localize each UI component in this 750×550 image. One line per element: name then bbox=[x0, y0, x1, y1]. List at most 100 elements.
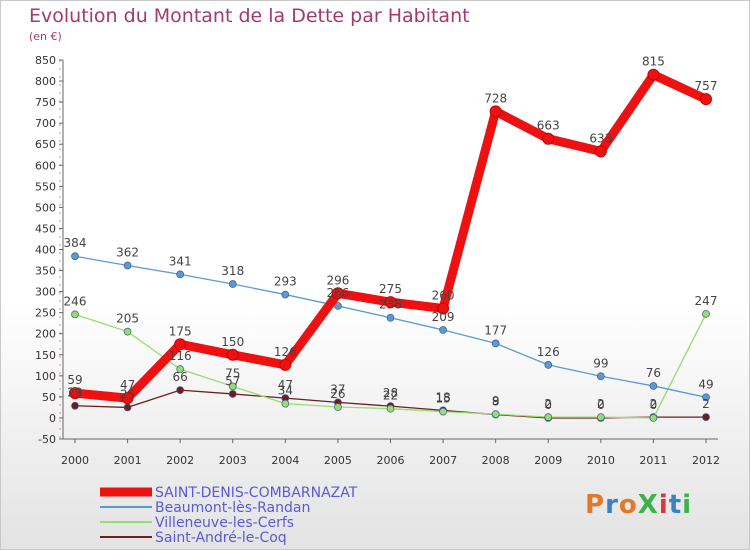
x-tick-label: 2009 bbox=[534, 454, 562, 467]
data-label-0: 296 bbox=[326, 273, 349, 287]
data-label-2: 15 bbox=[435, 392, 450, 406]
series-point-2 bbox=[123, 327, 132, 336]
series-point-0 bbox=[121, 392, 134, 405]
series-point-3 bbox=[123, 403, 132, 412]
data-label-2: 246 bbox=[64, 294, 87, 308]
chart-title: Evolution du Montant de la Dette par Hab… bbox=[29, 5, 470, 27]
series-point-3 bbox=[71, 401, 79, 410]
data-label-2: 205 bbox=[116, 312, 139, 326]
y-tick-label: 0 bbox=[49, 412, 56, 425]
data-label-1: 238 bbox=[379, 298, 402, 312]
logo-letter: X bbox=[637, 490, 659, 520]
series-point-3 bbox=[228, 390, 237, 398]
series-point-1 bbox=[544, 361, 553, 369]
series-point-0 bbox=[437, 302, 450, 315]
y-tick-label: 50 bbox=[42, 391, 56, 404]
y-tick-label: 150 bbox=[35, 349, 56, 362]
logo-letter: o bbox=[618, 490, 638, 520]
legend-label-0: SAINT-DENIS-COMBARNAZAT bbox=[155, 485, 358, 501]
x-tick-label: 2001 bbox=[114, 454, 142, 467]
data-label-3: 57 bbox=[225, 374, 240, 388]
series-point-2 bbox=[544, 413, 553, 421]
series-point-3 bbox=[702, 413, 710, 421]
data-label-2: 2 bbox=[597, 397, 605, 411]
data-label-0: 633 bbox=[589, 131, 612, 145]
logo-letter: i bbox=[682, 490, 693, 520]
x-tick-label: 2010 bbox=[587, 454, 615, 467]
series-point-2 bbox=[649, 414, 658, 422]
x-tick-label: 2011 bbox=[639, 454, 667, 467]
series-point-0 bbox=[700, 93, 712, 106]
series-point-2 bbox=[71, 310, 79, 319]
series-point-1 bbox=[386, 313, 395, 322]
data-label-1: 177 bbox=[484, 323, 507, 337]
data-label-0: 757 bbox=[695, 79, 718, 93]
y-tick-label: 100 bbox=[35, 370, 56, 383]
data-label-3: 2 bbox=[702, 397, 710, 411]
legend-label-1: Beaumont-lès-Randan bbox=[155, 500, 310, 516]
x-tick-label: 2012 bbox=[692, 454, 720, 467]
data-label-3: 2 bbox=[650, 397, 658, 411]
series-point-1 bbox=[123, 261, 132, 270]
data-label-0: 728 bbox=[484, 91, 507, 105]
series-point-0 bbox=[542, 132, 555, 145]
data-label-3: 0 bbox=[544, 398, 552, 412]
data-label-0: 663 bbox=[537, 119, 560, 133]
y-tick-label: 750 bbox=[35, 96, 56, 109]
x-tick-label: 2007 bbox=[429, 454, 457, 467]
y-tick-label: 500 bbox=[35, 201, 56, 214]
series-point-0 bbox=[226, 348, 239, 361]
x-tick-label: 2005 bbox=[324, 454, 352, 467]
series-point-0 bbox=[489, 105, 502, 118]
y-tick-label: 250 bbox=[35, 307, 56, 320]
logo-letter: t bbox=[668, 490, 683, 520]
series-point-1 bbox=[702, 393, 710, 402]
data-label-2: 34 bbox=[278, 384, 293, 398]
proxiti-logo: ProXiti bbox=[585, 490, 692, 520]
series-point-0 bbox=[384, 296, 397, 309]
data-label-3: 47 bbox=[278, 378, 293, 392]
data-label-3: 25 bbox=[120, 387, 135, 401]
data-label-1: 99 bbox=[593, 356, 608, 370]
data-label-2: 116 bbox=[169, 349, 192, 363]
y-tick-label: 300 bbox=[35, 286, 56, 299]
series-point-2 bbox=[491, 410, 500, 419]
series-point-2 bbox=[439, 407, 447, 416]
data-label-1: 266 bbox=[326, 286, 349, 300]
data-label-3: 28 bbox=[383, 386, 398, 400]
data-label-3: 66 bbox=[173, 370, 188, 384]
series-point-3 bbox=[176, 386, 185, 395]
data-label-2: 247 bbox=[695, 294, 718, 308]
data-label-0: 815 bbox=[642, 55, 665, 69]
data-label-1: 341 bbox=[169, 254, 192, 268]
data-label-0: 175 bbox=[169, 324, 192, 338]
x-tick-label: 2003 bbox=[219, 454, 247, 467]
data-label-0: 59 bbox=[67, 373, 82, 387]
logo-letter: r bbox=[605, 490, 619, 520]
x-tick-label: 2004 bbox=[271, 454, 299, 467]
y-tick-label: 850 bbox=[35, 54, 56, 67]
chart-unit: (en €) bbox=[29, 30, 62, 43]
legend-label-2: Villeneuve-les-Cerfs bbox=[155, 515, 294, 531]
series-point-2 bbox=[176, 365, 185, 373]
y-tick-label: 200 bbox=[35, 328, 56, 341]
series-point-1 bbox=[596, 372, 605, 381]
data-label-0: 275 bbox=[379, 282, 402, 296]
data-label-0: 150 bbox=[221, 335, 244, 349]
series-point-1 bbox=[228, 280, 237, 288]
data-label-0: 47 bbox=[120, 378, 135, 392]
series-point-2 bbox=[702, 310, 710, 318]
data-label-2: 26 bbox=[330, 387, 345, 401]
data-label-1: 293 bbox=[274, 275, 297, 289]
series-point-1 bbox=[334, 302, 342, 310]
series-point-2 bbox=[386, 404, 395, 413]
x-tick-label: 2008 bbox=[482, 454, 510, 467]
data-label-0: 260 bbox=[432, 288, 455, 302]
data-label-1: 384 bbox=[64, 236, 87, 250]
data-label-1: 49 bbox=[698, 377, 713, 391]
y-tick-label: 550 bbox=[35, 180, 56, 193]
data-label-3: 18 bbox=[435, 390, 450, 404]
data-label-2: 2 bbox=[544, 397, 552, 411]
series-point-0 bbox=[69, 387, 81, 400]
